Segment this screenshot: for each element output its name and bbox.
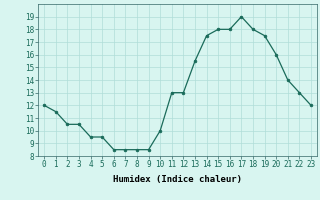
X-axis label: Humidex (Indice chaleur): Humidex (Indice chaleur) xyxy=(113,175,242,184)
